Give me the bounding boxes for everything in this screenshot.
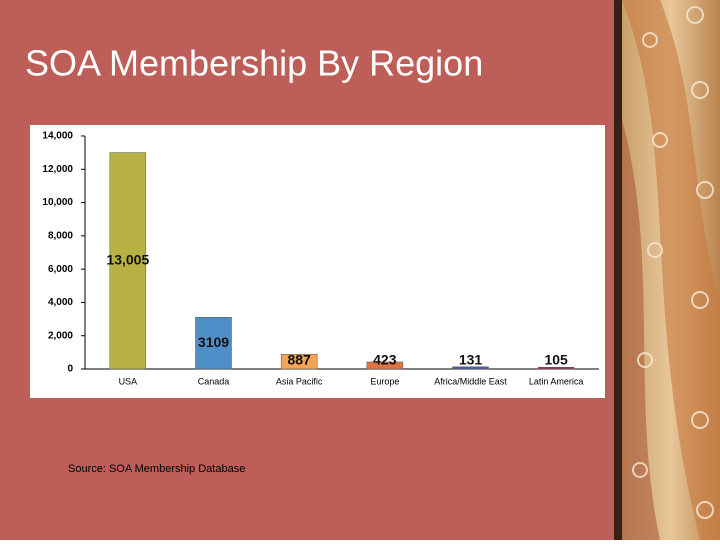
y-tick-label: 12,000: [42, 164, 73, 175]
x-tick-label: Europe: [370, 376, 399, 386]
x-tick-label: Latin America: [529, 376, 584, 386]
x-tick-label: Africa/Middle East: [434, 376, 507, 386]
value-label: 887: [287, 352, 311, 368]
x-tick-label: Asia Pacific: [276, 376, 323, 386]
bar: [537, 367, 575, 370]
y-tick-label: 14,000: [42, 131, 73, 142]
decor-swirl: [622, 0, 720, 540]
bar: [452, 366, 489, 370]
y-tick-label: 0: [67, 364, 73, 375]
y-tick-label: 8,000: [48, 230, 73, 241]
source-note: Source: SOA Membership Database: [68, 463, 245, 475]
bar: [195, 317, 232, 370]
bar: [366, 361, 404, 370]
value-label: 105: [544, 352, 568, 368]
x-tick-label: USA: [119, 376, 138, 386]
value-label: 423: [373, 352, 397, 368]
y-tick-label: 2,000: [48, 330, 73, 341]
y-tick-label: 6,000: [48, 264, 73, 275]
slide-title: SOA Membership By Region: [25, 43, 483, 84]
y-tick-label: 4,000: [48, 297, 73, 308]
value-label: 131: [459, 352, 483, 368]
y-tick-label: 10,000: [42, 197, 73, 208]
x-tick-label: Canada: [198, 376, 230, 386]
value-label: 13,005: [106, 251, 149, 267]
value-label: 3109: [198, 334, 229, 350]
bar: [109, 152, 147, 370]
decor-flowers: [632, 6, 714, 519]
decor-swirl: [622, 120, 660, 540]
bar: [280, 353, 318, 370]
divider: [614, 0, 622, 540]
